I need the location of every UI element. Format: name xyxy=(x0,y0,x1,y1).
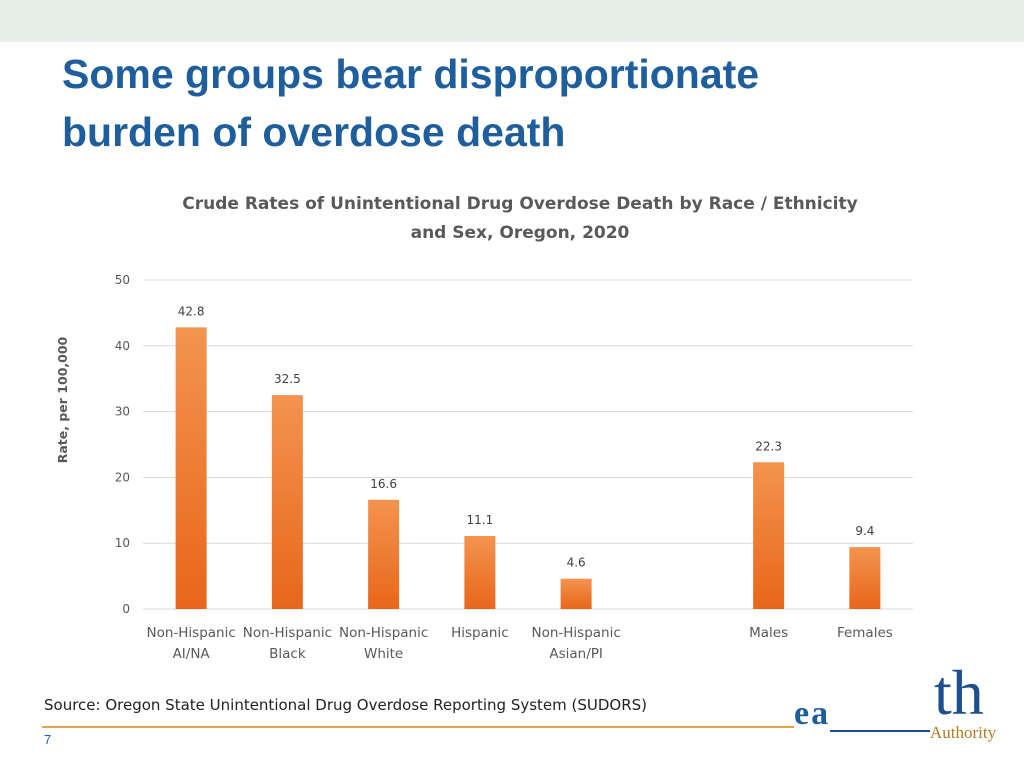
bar-chart: Crude Rates of Unintentional Drug Overdo… xyxy=(55,194,913,662)
data-label: 16.6 xyxy=(370,477,397,491)
y-tick-label: 30 xyxy=(115,405,130,419)
oha-logo: ea th Authority xyxy=(790,660,1015,755)
data-label: 11.1 xyxy=(467,513,494,527)
y-tick-label: 10 xyxy=(115,536,130,550)
logo-text: th xyxy=(934,657,984,728)
data-label: 22.3 xyxy=(755,439,782,453)
x-tick-label: Males xyxy=(749,625,788,641)
bar xyxy=(464,535,496,609)
x-tick-label: Black xyxy=(269,646,306,662)
x-tick-label: Non-Hispanic xyxy=(339,625,428,641)
x-tick-label: AI/NA xyxy=(173,646,211,662)
bar xyxy=(753,462,785,609)
y-tick-label: 0 xyxy=(122,602,130,616)
logo-subtext: Authority xyxy=(930,723,997,742)
x-tick-label: Non-Hispanic xyxy=(243,625,332,641)
x-tick-label: Hispanic xyxy=(451,625,509,641)
data-label: 4.6 xyxy=(567,556,586,570)
y-tick-label: 20 xyxy=(115,470,130,484)
y-tick-label: 40 xyxy=(115,339,130,353)
slide-title-line-1: Some groups bear disproportionate xyxy=(62,51,760,97)
slide-title: Some groups bear disproportionate burden… xyxy=(62,45,882,161)
source-note: Source: Oregon State Unintentional Drug … xyxy=(44,696,648,714)
x-tick-label: Non-Hispanic xyxy=(146,625,235,641)
y-axis-label: Rate, per 100,000 xyxy=(55,336,70,463)
bar xyxy=(271,395,303,609)
bar xyxy=(849,547,881,609)
x-tick-label: Non-Hispanic xyxy=(531,625,620,641)
x-tick-label: White xyxy=(364,646,403,662)
bar xyxy=(368,499,400,609)
logo-fragment: ea xyxy=(794,700,831,728)
page-number: 7 xyxy=(44,732,52,747)
x-tick-label: Females xyxy=(837,625,893,641)
slide-title-line-2: burden of overdose death xyxy=(62,109,566,155)
chart-title-line-1: Crude Rates of Unintentional Drug Overdo… xyxy=(182,194,857,214)
top-band xyxy=(0,0,1024,42)
data-label: 32.5 xyxy=(274,372,301,386)
chart-title-line-2: and Sex, Oregon, 2020 xyxy=(411,223,630,243)
x-tick-label: Asian/PI xyxy=(549,646,603,662)
data-label: 9.4 xyxy=(855,524,874,538)
y-tick-label: 50 xyxy=(115,273,130,287)
footer-rule xyxy=(42,726,794,728)
data-label: 42.8 xyxy=(178,304,205,318)
bar xyxy=(175,327,207,609)
bar xyxy=(560,578,592,609)
logo-rule xyxy=(830,730,930,732)
